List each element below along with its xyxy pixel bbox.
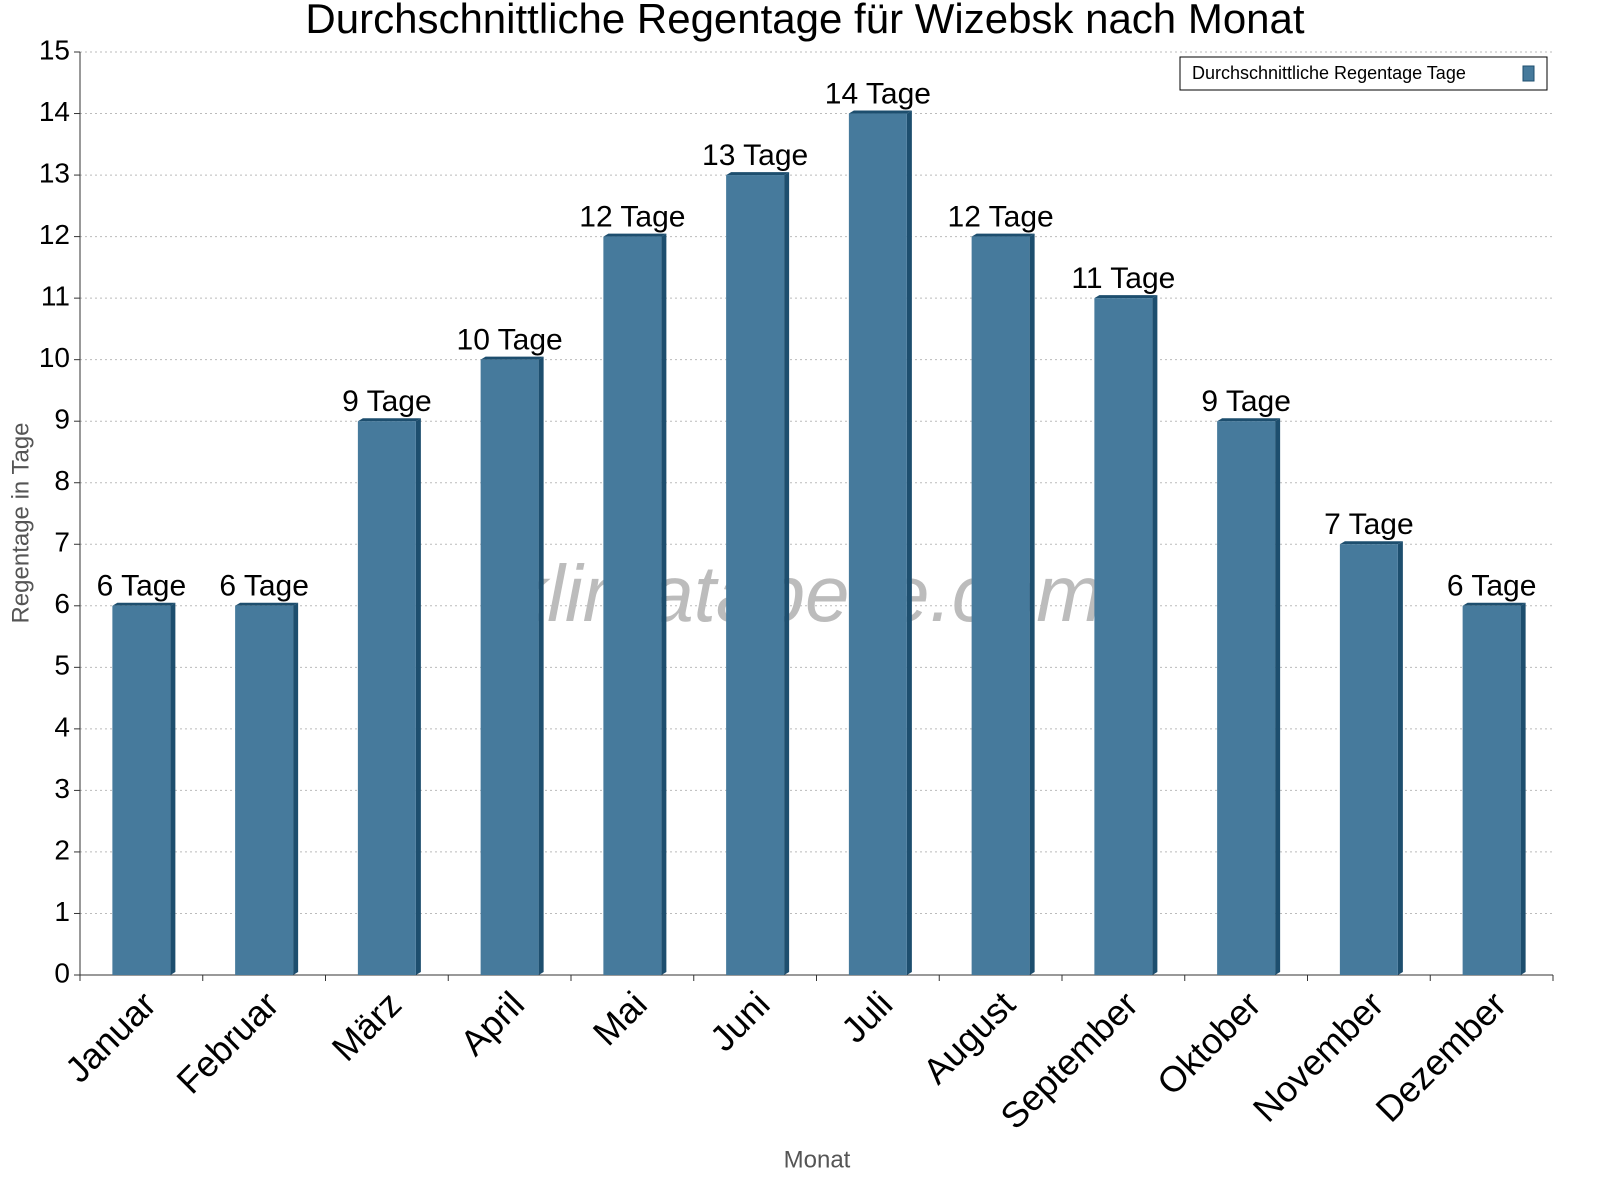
x-tick-label: Dezember: [1368, 983, 1514, 1129]
bar-top: [726, 172, 790, 176]
y-tick-label: 3: [54, 773, 70, 804]
value-label: 9 Tage: [1201, 385, 1291, 418]
y-tick-label: 7: [54, 527, 70, 558]
bar-side: [906, 110, 912, 976]
y-tick-label: 12: [39, 219, 70, 250]
y-tick-label: 14: [39, 96, 70, 127]
bar: [112, 605, 171, 975]
bar-top: [480, 356, 544, 360]
bar-top: [1094, 295, 1158, 299]
bar-top: [1462, 602, 1526, 606]
bar-top: [971, 233, 1035, 237]
bar-top: [603, 233, 667, 237]
x-tick-label: März: [324, 983, 410, 1069]
x-tick-label: Januar: [57, 983, 164, 1090]
value-label: 12 Tage: [948, 201, 1054, 234]
y-axis-title: Regentage in Tage: [7, 422, 34, 623]
bar: [1217, 421, 1276, 975]
x-tick-label: Juni: [702, 983, 778, 1059]
bar-top: [1339, 541, 1403, 545]
bar-top: [848, 110, 912, 114]
bar-side: [1397, 541, 1403, 975]
y-tick-label: 5: [54, 650, 70, 681]
legend-swatch: [1522, 65, 1535, 82]
bar: [1094, 298, 1153, 976]
bar: [848, 113, 907, 976]
y-tick-label: 15: [39, 34, 70, 65]
y-tick-label: 8: [54, 465, 70, 496]
y-tick-label: 11: [41, 281, 70, 312]
legend-label: Durchschnittliche Regentage Tage: [1192, 63, 1466, 83]
bar: [1339, 544, 1398, 975]
legend-box: [1179, 56, 1548, 91]
bar-side: [1520, 602, 1526, 975]
x-tick-label: Juli: [833, 983, 900, 1050]
bar-side: [538, 356, 544, 976]
value-label: 9 Tage: [342, 385, 432, 418]
bar-side: [661, 233, 667, 976]
bar: [1462, 605, 1521, 975]
bar: [726, 175, 785, 976]
bar-top: [1217, 418, 1281, 422]
value-label: 12 Tage: [579, 201, 685, 234]
bar-side: [1029, 233, 1035, 976]
y-tick-label: 6: [54, 588, 70, 619]
value-label: 6 Tage: [1447, 570, 1537, 603]
x-tick-label: November: [1245, 983, 1391, 1129]
bar-side: [293, 602, 299, 975]
x-tick-label: August: [915, 983, 1023, 1091]
x-tick-label: April: [452, 983, 532, 1063]
bar-side: [170, 602, 176, 975]
x-tick-label: Mai: [585, 983, 655, 1053]
value-label: 14 Tage: [825, 77, 931, 110]
bar-top: [112, 602, 176, 606]
bar: [603, 236, 662, 976]
bar-top: [235, 602, 299, 606]
x-axis-title: Monat: [784, 1146, 851, 1173]
value-label: 7 Tage: [1324, 508, 1414, 541]
bar-side: [1152, 295, 1158, 976]
y-tick-label: 10: [39, 342, 70, 373]
bar-side: [784, 172, 790, 976]
y-tick-label: 9: [54, 404, 70, 435]
y-tick-label: 2: [54, 834, 70, 865]
value-label: 13 Tage: [702, 139, 808, 172]
bar-side: [415, 418, 421, 975]
bar: [235, 605, 294, 975]
x-tick-label: Oktober: [1149, 983, 1269, 1103]
bar: [357, 421, 416, 975]
bar-top: [357, 418, 421, 422]
value-label: 6 Tage: [219, 570, 309, 603]
value-label: 10 Tage: [457, 324, 563, 357]
chart-title: Durchschnittliche Regentage für Wizebsk …: [305, 0, 1304, 42]
bar: [480, 359, 539, 976]
x-tick-label: Februar: [168, 983, 286, 1101]
value-label: 6 Tage: [97, 570, 187, 603]
y-tick-label: 13: [39, 157, 70, 188]
y-tick-label: 0: [54, 957, 70, 988]
bar-side: [1275, 418, 1281, 975]
value-label: 11 Tage: [1071, 262, 1175, 295]
y-tick-label: 4: [54, 711, 70, 742]
y-tick-label: 1: [54, 896, 70, 927]
bar: [971, 236, 1030, 976]
